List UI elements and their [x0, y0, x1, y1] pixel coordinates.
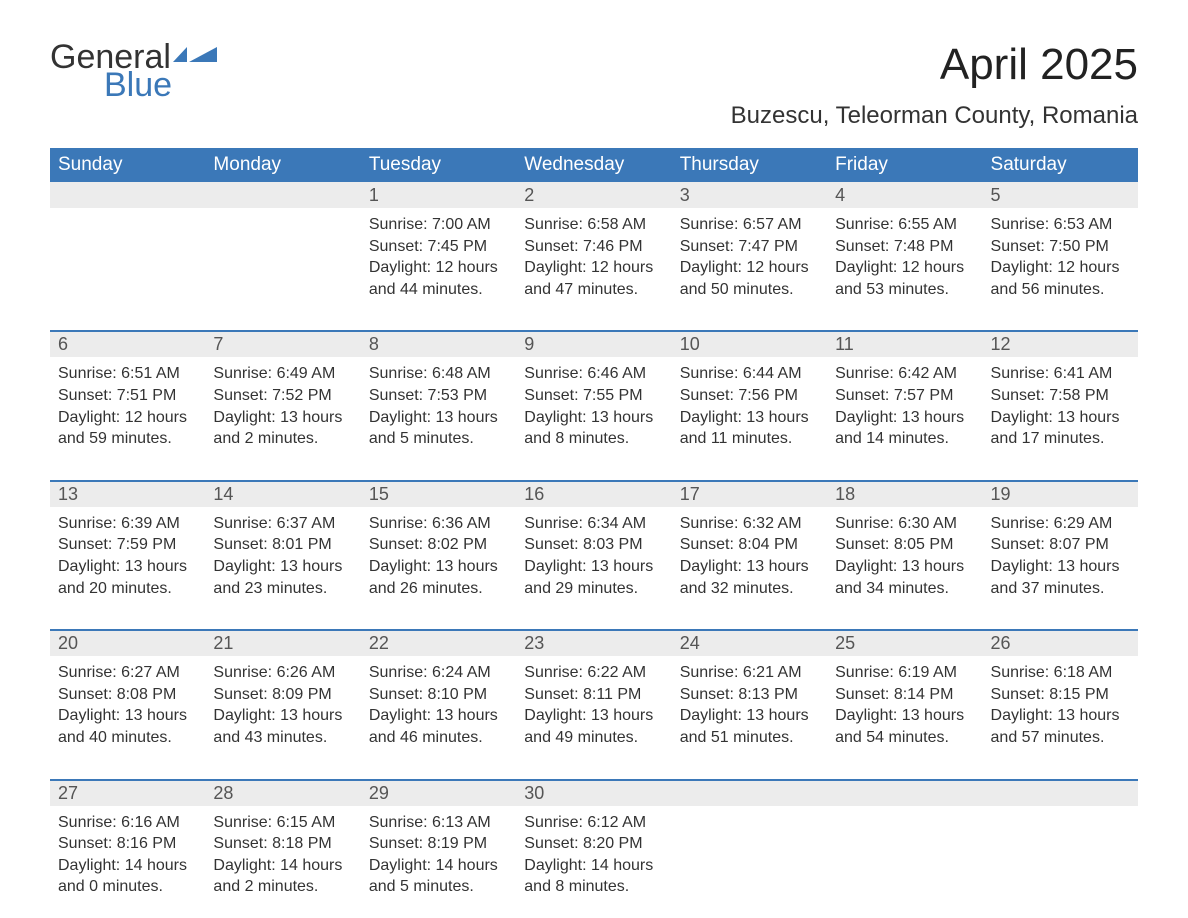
day-number-cell: 20	[50, 630, 205, 656]
day-number-cell: 12	[983, 331, 1138, 357]
day-detail-cell: Sunrise: 6:16 AMSunset: 8:16 PMDaylight:…	[50, 806, 205, 916]
day-detail-cell: Sunrise: 6:15 AMSunset: 8:18 PMDaylight:…	[205, 806, 360, 916]
day-detail-cell: Sunrise: 6:58 AMSunset: 7:46 PMDaylight:…	[516, 208, 671, 331]
day-number-cell: 21	[205, 630, 360, 656]
day-number-cell: 22	[361, 630, 516, 656]
day-number-cell: 27	[50, 780, 205, 806]
day-number-cell	[205, 182, 360, 208]
day-number-cell: 29	[361, 780, 516, 806]
title-block: April 2025 Buzescu, Teleorman County, Ro…	[731, 40, 1138, 140]
day-detail-cell	[827, 806, 982, 916]
weekday-header: Thursday	[672, 148, 827, 182]
day-number-cell: 2	[516, 182, 671, 208]
logo: General Blue	[50, 40, 217, 102]
day-number-cell	[50, 182, 205, 208]
day-detail-cell: Sunrise: 6:49 AMSunset: 7:52 PMDaylight:…	[205, 357, 360, 480]
day-detail-cell: Sunrise: 6:22 AMSunset: 8:11 PMDaylight:…	[516, 656, 671, 779]
weekday-header: Monday	[205, 148, 360, 182]
day-number-cell: 13	[50, 481, 205, 507]
day-detail-cell: Sunrise: 6:24 AMSunset: 8:10 PMDaylight:…	[361, 656, 516, 779]
day-number-cell: 19	[983, 481, 1138, 507]
day-number-row: 12345	[50, 182, 1138, 208]
day-number-cell: 25	[827, 630, 982, 656]
day-detail-cell: Sunrise: 6:34 AMSunset: 8:03 PMDaylight:…	[516, 507, 671, 630]
day-detail-cell: Sunrise: 6:46 AMSunset: 7:55 PMDaylight:…	[516, 357, 671, 480]
day-detail-cell: Sunrise: 6:32 AMSunset: 8:04 PMDaylight:…	[672, 507, 827, 630]
day-detail-row: Sunrise: 7:00 AMSunset: 7:45 PMDaylight:…	[50, 208, 1138, 331]
day-number-cell	[827, 780, 982, 806]
weekday-header: Wednesday	[516, 148, 671, 182]
day-number-cell: 3	[672, 182, 827, 208]
day-detail-row: Sunrise: 6:16 AMSunset: 8:16 PMDaylight:…	[50, 806, 1138, 916]
day-detail-cell: Sunrise: 6:12 AMSunset: 8:20 PMDaylight:…	[516, 806, 671, 916]
day-number-cell: 8	[361, 331, 516, 357]
day-number-cell: 15	[361, 481, 516, 507]
weekday-header: Saturday	[983, 148, 1138, 182]
day-number-cell: 23	[516, 630, 671, 656]
weekday-header-row: Sunday Monday Tuesday Wednesday Thursday…	[50, 148, 1138, 182]
calendar-table: Sunday Monday Tuesday Wednesday Thursday…	[50, 148, 1138, 916]
day-detail-cell: Sunrise: 6:19 AMSunset: 8:14 PMDaylight:…	[827, 656, 982, 779]
day-detail-cell: Sunrise: 6:29 AMSunset: 8:07 PMDaylight:…	[983, 507, 1138, 630]
day-detail-cell: Sunrise: 6:13 AMSunset: 8:19 PMDaylight:…	[361, 806, 516, 916]
day-number-cell: 6	[50, 331, 205, 357]
day-number-cell: 4	[827, 182, 982, 208]
day-detail-cell	[672, 806, 827, 916]
day-detail-row: Sunrise: 6:39 AMSunset: 7:59 PMDaylight:…	[50, 507, 1138, 630]
day-detail-cell: Sunrise: 6:36 AMSunset: 8:02 PMDaylight:…	[361, 507, 516, 630]
day-number-cell: 24	[672, 630, 827, 656]
day-detail-cell: Sunrise: 6:21 AMSunset: 8:13 PMDaylight:…	[672, 656, 827, 779]
day-number-row: 13141516171819	[50, 481, 1138, 507]
day-detail-cell: Sunrise: 6:18 AMSunset: 8:15 PMDaylight:…	[983, 656, 1138, 779]
weekday-header: Friday	[827, 148, 982, 182]
location: Buzescu, Teleorman County, Romania	[731, 102, 1138, 130]
day-number-cell: 7	[205, 331, 360, 357]
day-number-cell: 1	[361, 182, 516, 208]
day-detail-cell: Sunrise: 6:51 AMSunset: 7:51 PMDaylight:…	[50, 357, 205, 480]
logo-word-blue: Blue	[104, 68, 217, 102]
calendar-body: 12345Sunrise: 7:00 AMSunset: 7:45 PMDayl…	[50, 182, 1138, 916]
day-number-cell: 17	[672, 481, 827, 507]
day-number-cell: 28	[205, 780, 360, 806]
day-number-row: 20212223242526	[50, 630, 1138, 656]
day-detail-row: Sunrise: 6:27 AMSunset: 8:08 PMDaylight:…	[50, 656, 1138, 779]
weekday-header: Sunday	[50, 148, 205, 182]
day-number-cell	[672, 780, 827, 806]
day-number-cell: 10	[672, 331, 827, 357]
day-detail-row: Sunrise: 6:51 AMSunset: 7:51 PMDaylight:…	[50, 357, 1138, 480]
day-detail-cell: Sunrise: 6:55 AMSunset: 7:48 PMDaylight:…	[827, 208, 982, 331]
day-detail-cell	[50, 208, 205, 331]
day-detail-cell	[983, 806, 1138, 916]
day-detail-cell: Sunrise: 6:39 AMSunset: 7:59 PMDaylight:…	[50, 507, 205, 630]
day-detail-cell: Sunrise: 6:42 AMSunset: 7:57 PMDaylight:…	[827, 357, 982, 480]
day-detail-cell: Sunrise: 6:27 AMSunset: 8:08 PMDaylight:…	[50, 656, 205, 779]
day-number-row: 27282930	[50, 780, 1138, 806]
day-detail-cell: Sunrise: 6:44 AMSunset: 7:56 PMDaylight:…	[672, 357, 827, 480]
day-detail-cell: Sunrise: 6:26 AMSunset: 8:09 PMDaylight:…	[205, 656, 360, 779]
day-number-cell: 14	[205, 481, 360, 507]
day-number-cell: 11	[827, 331, 982, 357]
day-number-row: 6789101112	[50, 331, 1138, 357]
month-title: April 2025	[731, 40, 1138, 90]
day-detail-cell: Sunrise: 6:41 AMSunset: 7:58 PMDaylight:…	[983, 357, 1138, 480]
day-detail-cell: Sunrise: 7:00 AMSunset: 7:45 PMDaylight:…	[361, 208, 516, 331]
day-detail-cell: Sunrise: 6:30 AMSunset: 8:05 PMDaylight:…	[827, 507, 982, 630]
day-detail-cell: Sunrise: 6:37 AMSunset: 8:01 PMDaylight:…	[205, 507, 360, 630]
day-detail-cell: Sunrise: 6:57 AMSunset: 7:47 PMDaylight:…	[672, 208, 827, 331]
day-number-cell: 5	[983, 182, 1138, 208]
day-number-cell: 9	[516, 331, 671, 357]
header: General Blue April 2025 Buzescu, Teleorm…	[50, 40, 1138, 140]
day-number-cell: 30	[516, 780, 671, 806]
day-number-cell: 16	[516, 481, 671, 507]
day-number-cell	[983, 780, 1138, 806]
day-detail-cell: Sunrise: 6:48 AMSunset: 7:53 PMDaylight:…	[361, 357, 516, 480]
day-number-cell: 26	[983, 630, 1138, 656]
day-detail-cell: Sunrise: 6:53 AMSunset: 7:50 PMDaylight:…	[983, 208, 1138, 331]
weekday-header: Tuesday	[361, 148, 516, 182]
day-number-cell: 18	[827, 481, 982, 507]
day-detail-cell	[205, 208, 360, 331]
